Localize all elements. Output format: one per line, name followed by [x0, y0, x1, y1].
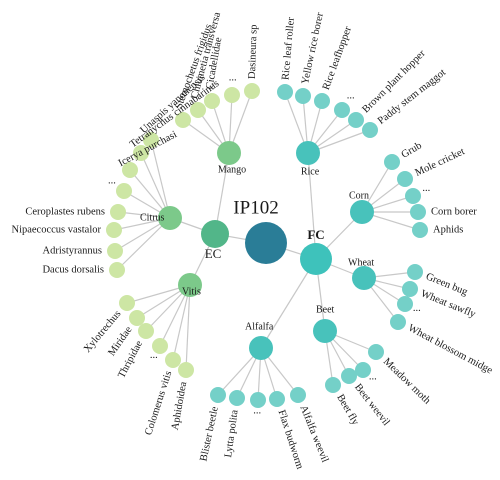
- leaf-adristyrannus: Adristyrannus: [43, 245, 103, 256]
- beet-leaf-node: [368, 344, 384, 360]
- wheat-leaf-node: [402, 281, 418, 297]
- citrus-leaf-node: [122, 162, 138, 178]
- tree-nodes: [106, 83, 428, 408]
- vitis-leaf-node: [165, 352, 181, 368]
- corn-leaf-node: [412, 222, 428, 238]
- alfalfa-group-label: Alfalfa: [245, 321, 274, 332]
- leaf-blister-beetle: Blister beetle: [198, 405, 220, 462]
- mango-group-node: [217, 141, 241, 165]
- beet-group-label: Beet: [316, 304, 335, 315]
- leaf-alfalfa-weevil: Alfalfa weevil: [297, 404, 330, 464]
- leaf-flax-budworm: Flax budworm: [276, 409, 305, 471]
- leaf-rice-leaf-roller: Rice leaf roller: [280, 16, 296, 80]
- leaf-lytta-polita: Lytta polita: [223, 409, 241, 459]
- leaf-aphidoidea: Aphidoidea: [170, 381, 189, 431]
- rice-leaf-node: [348, 112, 364, 128]
- beet-group-node: [313, 319, 337, 343]
- wheat-group-node: [352, 266, 376, 290]
- vitis-leaf-node: [178, 362, 194, 378]
- ec-label: EC: [205, 246, 222, 261]
- rice-leaf-node: [334, 102, 350, 118]
- citrus-group-label: Citrus: [140, 212, 165, 223]
- alfalfa-leaf-node: [250, 392, 266, 408]
- corn-leaf-node: [397, 171, 413, 187]
- leaf-wheat-sawfly: Wheat sawfly: [419, 288, 478, 320]
- citrus-group-node: [158, 206, 182, 230]
- rice-leaf-node: [295, 88, 311, 104]
- citrus-leaf-node: [116, 183, 132, 199]
- mango-leaf-ellipsis: ...: [229, 72, 237, 83]
- citrus-leaf-node: [109, 262, 125, 278]
- leaf-grub: Grub: [400, 140, 424, 160]
- beet-leaf-ellipsis: ...: [369, 371, 377, 382]
- rice-leaf-node: [314, 93, 330, 109]
- wheat-leaf-node: [407, 264, 423, 280]
- leaf-ceroplastes-rubens: Ceroplastes rubens: [25, 206, 105, 217]
- leaf-dacus-dorsalis: Dacus dorsalis: [42, 264, 104, 275]
- rice-group-node: [296, 141, 320, 165]
- alfalfa-leaf-node: [210, 387, 226, 403]
- vitis-leaf-node: [152, 338, 168, 354]
- wheat-group-label: Wheat: [348, 257, 374, 268]
- citrus-leaf-ellipsis: ...: [108, 175, 116, 186]
- leaf-paddy-stem-maggot: Paddy stem maggot: [376, 67, 448, 127]
- mango-leaf-node: [190, 102, 206, 118]
- corn-group-label: Corn: [349, 190, 369, 201]
- beet-leaf-node: [341, 368, 357, 384]
- vitis-group-node: [178, 273, 202, 297]
- vitis-leaf-node: [119, 295, 135, 311]
- fc-label: FC: [307, 227, 324, 242]
- corn-leaf-node: [384, 154, 400, 170]
- corn-group-node: [350, 200, 374, 224]
- vitis-leaf-node: [129, 310, 145, 326]
- wheat-leaf-node: [397, 296, 413, 312]
- rice-leaf-node: [277, 84, 293, 100]
- corn-leaf-node: [410, 204, 426, 220]
- mango-leaf-node: [204, 93, 220, 109]
- alfalfa-group-node: [249, 336, 273, 360]
- rice-leaf-node: [362, 122, 378, 138]
- alfalfa-leaf-node: [269, 391, 285, 407]
- citrus-leaf-node: [133, 145, 149, 161]
- leaf-wheat-blossom-midge: Wheat blossom midge: [406, 323, 494, 377]
- vitis-group-label: Vitis: [182, 286, 201, 297]
- leaf-dasineura-sp: Dasineura sp: [247, 24, 260, 79]
- alfalfa-leaf-node: [229, 390, 245, 406]
- mango-leaf-node: [175, 112, 191, 128]
- ip102-root-node: [245, 222, 287, 264]
- leaf-rice-leafhopper: Rice leafhopper: [321, 25, 354, 92]
- citrus-leaf-node: [106, 222, 122, 238]
- alfalfa-leaf-node: [290, 387, 306, 403]
- rice-leaf-ellipsis: ...: [347, 90, 355, 101]
- leaf-aphids: Aphids: [433, 224, 463, 235]
- corn-leaf-ellipsis: ...: [422, 183, 430, 194]
- mango-leaf-node: [244, 83, 260, 99]
- citrus-leaf-node: [107, 243, 123, 259]
- vitis-leaf-node: [138, 323, 154, 339]
- mango-group-label: Mango: [218, 164, 246, 175]
- mango-leaf-node: [224, 87, 240, 103]
- ec-node: [201, 220, 229, 248]
- rice-group-label: Rice: [301, 166, 320, 177]
- beet-leaf-node: [355, 362, 371, 378]
- leaf-nipaecoccus-vastalor: Nipaecoccus vastalor: [11, 224, 101, 235]
- citrus-leaf-node: [110, 204, 126, 220]
- leaf-beet-fly: Beet fly: [334, 393, 361, 428]
- leaf-corn-borer: Corn borer: [431, 206, 477, 217]
- wheat-leaf-node: [390, 314, 406, 330]
- citrus-leaf-node: [143, 132, 159, 148]
- beet-leaf-node: [325, 377, 341, 393]
- alfalfa-leaf-ellipsis: ...: [253, 405, 261, 416]
- vitis-leaf-ellipsis: ...: [150, 350, 158, 361]
- wheat-leaf-ellipsis: ...: [413, 303, 421, 314]
- leaf-meadow-moth: Meadow moth: [381, 356, 433, 407]
- root-label: IP102: [233, 197, 278, 218]
- fc-node: [300, 243, 332, 275]
- leaf-yellow-rice-borer: Yellow rice borer: [300, 11, 326, 85]
- corn-leaf-node: [405, 188, 421, 204]
